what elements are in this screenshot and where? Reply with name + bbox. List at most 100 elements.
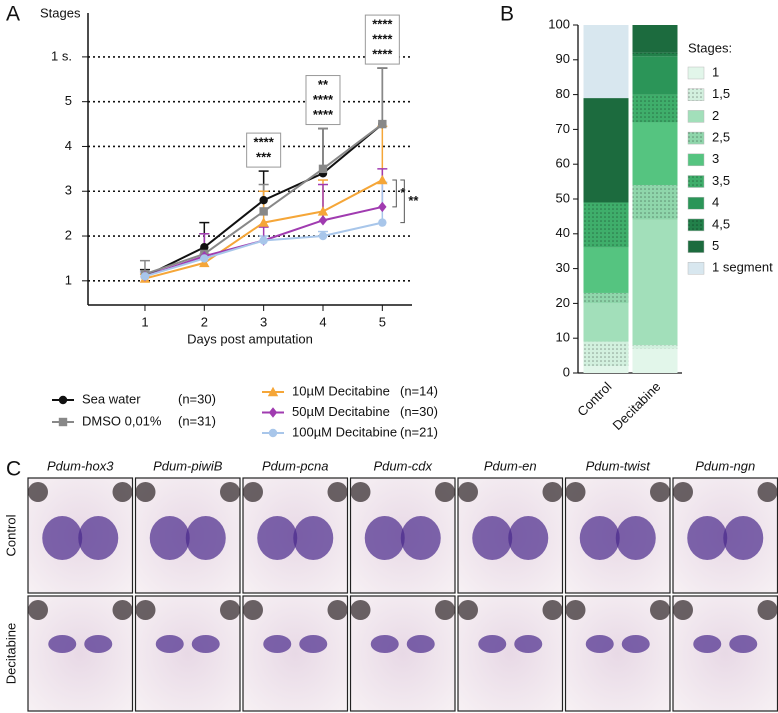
legend-label: Sea water bbox=[82, 391, 141, 406]
stain bbox=[191, 635, 220, 653]
eye bbox=[327, 600, 348, 620]
eye bbox=[673, 482, 693, 502]
y-tick-label: 0 bbox=[563, 364, 570, 379]
bracket-label: ** bbox=[408, 193, 419, 208]
eye bbox=[542, 482, 563, 502]
eye bbox=[458, 600, 478, 620]
eye bbox=[565, 482, 586, 502]
eye bbox=[757, 600, 778, 620]
y-tick-label: 90 bbox=[556, 51, 570, 66]
segment-pattern bbox=[632, 345, 678, 349]
eye bbox=[220, 482, 240, 502]
significance-label: **** bbox=[372, 17, 393, 32]
x-tick-label: 3 bbox=[260, 314, 267, 329]
legend-swatch bbox=[687, 196, 705, 210]
x-tick-label: Decitabine bbox=[610, 379, 664, 433]
stain bbox=[579, 516, 620, 560]
marker bbox=[259, 196, 268, 205]
bracket bbox=[392, 179, 397, 208]
legend-label: 100µM Decitabine bbox=[292, 424, 397, 439]
legend-count: (n=31) bbox=[178, 413, 216, 428]
legend-label: 3,5 bbox=[712, 173, 730, 188]
bar-segment bbox=[632, 348, 678, 373]
significance-label: **** bbox=[372, 32, 393, 47]
eye bbox=[243, 482, 263, 502]
legend-title: Stages: bbox=[688, 40, 732, 55]
x-tick-label: 1 bbox=[141, 314, 148, 329]
stain bbox=[514, 635, 543, 653]
segment-pattern bbox=[632, 52, 678, 57]
stain bbox=[293, 516, 334, 560]
eye bbox=[435, 600, 455, 620]
stain bbox=[263, 635, 292, 653]
legend-count: (n=14) bbox=[400, 383, 438, 398]
stain bbox=[472, 516, 513, 560]
stain bbox=[406, 635, 435, 653]
annotation-box bbox=[364, 14, 400, 65]
legend-pattern bbox=[688, 88, 704, 101]
y-tick-label: 60 bbox=[556, 156, 570, 171]
bar-segment bbox=[632, 219, 678, 346]
marker bbox=[58, 417, 68, 427]
marker bbox=[140, 272, 150, 281]
eye bbox=[135, 600, 156, 620]
significance-label: **** bbox=[372, 47, 393, 62]
legend-label: 2,5 bbox=[712, 130, 730, 145]
y-tick-label: 2 bbox=[65, 227, 72, 242]
annotation-box bbox=[305, 75, 341, 126]
legend-swatch bbox=[687, 66, 705, 80]
stain bbox=[155, 635, 184, 653]
marker bbox=[200, 243, 209, 252]
legend-swatch bbox=[687, 153, 705, 167]
eye bbox=[350, 482, 371, 502]
significance-label: **** bbox=[254, 135, 275, 150]
eye bbox=[673, 600, 693, 620]
bar-segment bbox=[632, 56, 678, 95]
x-tick-label: 4 bbox=[319, 314, 326, 329]
marker bbox=[378, 218, 387, 227]
legend-count: (n=21) bbox=[400, 424, 438, 439]
eye bbox=[435, 482, 455, 502]
segment-pattern bbox=[583, 341, 629, 367]
y-tick-label: 40 bbox=[556, 225, 570, 240]
legend-label: 50µM Decitabine bbox=[292, 404, 390, 419]
legend-label: 1,5 bbox=[712, 86, 730, 101]
legend-label: DMSO 0,01% bbox=[82, 413, 162, 428]
bar-segment bbox=[583, 303, 629, 342]
eye bbox=[243, 600, 263, 620]
bar-segment bbox=[583, 247, 629, 293]
panel-label: B bbox=[500, 3, 514, 26]
stain bbox=[729, 635, 758, 653]
stain bbox=[621, 635, 650, 653]
eye bbox=[542, 600, 563, 620]
y-tick-label: 5 bbox=[65, 93, 72, 108]
y-tick-label: 50 bbox=[556, 190, 570, 205]
y-tick-label: 70 bbox=[556, 121, 570, 136]
y-tick-label: 1 s. bbox=[51, 48, 72, 63]
x-tick-label: 5 bbox=[379, 314, 386, 329]
marker bbox=[378, 119, 387, 129]
y-axis-label: Stages bbox=[40, 5, 81, 20]
bar-segment bbox=[583, 366, 629, 373]
y-tick-label: 10 bbox=[556, 330, 570, 345]
eye bbox=[112, 600, 133, 620]
significance-label: *** bbox=[256, 150, 272, 165]
stain bbox=[149, 516, 190, 560]
marker bbox=[267, 386, 279, 397]
legend-pattern bbox=[688, 175, 704, 188]
y-tick-label: 100 bbox=[548, 16, 570, 31]
stain bbox=[48, 635, 77, 653]
eye bbox=[757, 482, 778, 502]
bracket bbox=[400, 179, 405, 224]
eye bbox=[112, 482, 133, 502]
bar-segment bbox=[583, 98, 629, 203]
stain bbox=[78, 516, 119, 560]
row-label: Decitabine bbox=[3, 623, 18, 684]
gene-label: Pdum-pcna bbox=[262, 458, 328, 473]
eye bbox=[327, 482, 348, 502]
y-tick-label: 80 bbox=[556, 86, 570, 101]
stain bbox=[693, 635, 722, 653]
marker bbox=[259, 236, 268, 245]
legend-label: 1 segment bbox=[712, 260, 773, 275]
marker bbox=[378, 201, 387, 213]
